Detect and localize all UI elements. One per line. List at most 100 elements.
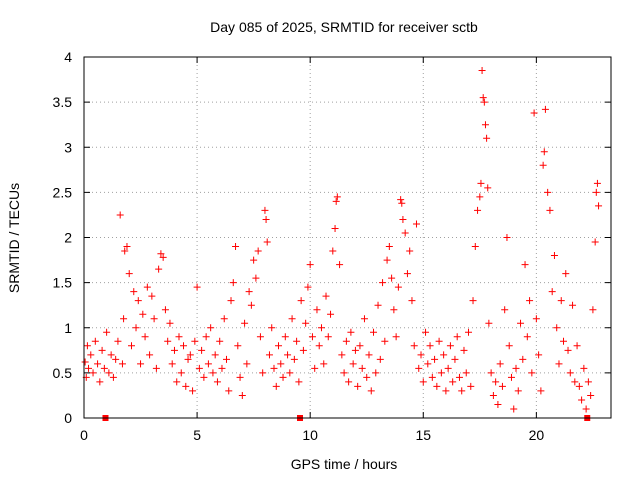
data-point <box>592 188 600 196</box>
data-point <box>320 360 328 368</box>
data-point <box>272 382 280 390</box>
data-point <box>139 310 147 318</box>
data-point <box>553 324 561 332</box>
data-point <box>279 373 287 381</box>
data-point <box>460 346 468 354</box>
x-tick-label: 20 <box>529 427 545 443</box>
data-point <box>560 337 568 345</box>
data-point <box>496 360 504 368</box>
data-point <box>481 121 489 129</box>
data-point <box>189 387 197 395</box>
data-point <box>388 274 396 282</box>
data-point <box>143 283 151 291</box>
data-point <box>209 369 217 377</box>
data-point <box>530 109 538 117</box>
data-point <box>408 297 416 305</box>
data-point <box>252 274 260 282</box>
data-point <box>148 292 156 300</box>
data-point <box>234 342 242 350</box>
data-point <box>238 391 246 399</box>
data-point <box>164 337 172 345</box>
data-point <box>125 270 133 278</box>
y-tick-label: 2 <box>64 230 72 246</box>
data-point <box>492 378 500 386</box>
data-point <box>315 342 323 350</box>
data-point <box>480 98 488 106</box>
data-point <box>170 346 178 354</box>
data-point <box>275 342 283 350</box>
data-point <box>539 161 547 169</box>
data-point <box>367 387 375 395</box>
data-point <box>232 243 240 251</box>
data-point <box>428 373 436 381</box>
data-point <box>540 148 548 156</box>
data-point <box>589 306 597 314</box>
data-point <box>372 369 380 377</box>
data-point <box>284 351 292 359</box>
data-point <box>376 355 384 363</box>
data-point <box>349 360 357 368</box>
data-point <box>195 364 203 372</box>
data-point <box>573 342 581 350</box>
data-point <box>218 364 226 372</box>
data-point <box>155 265 163 273</box>
data-point <box>317 324 325 332</box>
data-point <box>184 355 192 363</box>
data-point <box>286 369 294 377</box>
data-point <box>477 179 485 187</box>
y-tick-label: 2.5 <box>53 184 73 200</box>
data-point <box>120 315 128 323</box>
data-point <box>211 351 219 359</box>
data-point <box>137 360 145 368</box>
data-point <box>293 337 301 345</box>
data-point <box>523 333 531 341</box>
data-point <box>207 324 215 332</box>
data-point <box>220 315 228 323</box>
data-point <box>127 342 135 350</box>
data-point <box>202 333 210 341</box>
data-point <box>107 351 115 359</box>
data-point <box>431 355 439 363</box>
data-point <box>134 297 142 305</box>
data-point <box>342 337 350 345</box>
data-point <box>198 346 206 354</box>
data-point <box>526 297 534 305</box>
data-point <box>354 382 362 390</box>
data-point <box>311 364 319 372</box>
data-point <box>241 319 249 327</box>
data-point <box>299 346 307 354</box>
data-point <box>419 378 427 386</box>
data-point <box>541 105 549 113</box>
y-tick-label: 0 <box>64 410 72 426</box>
data-point <box>85 364 93 372</box>
data-point <box>89 369 97 377</box>
data-point <box>494 400 502 408</box>
data-point <box>433 382 441 390</box>
data-point <box>331 224 339 232</box>
data-point <box>225 387 233 395</box>
data-point <box>479 94 487 102</box>
data-point <box>422 328 430 336</box>
data-point <box>446 342 454 350</box>
data-point <box>451 355 459 363</box>
chart-title: Day 085 of 2025, SRMTID for receiver sct… <box>210 19 478 35</box>
data-point <box>161 306 169 314</box>
grid-layer <box>84 57 611 418</box>
data-point <box>243 360 251 368</box>
data-point <box>453 333 461 341</box>
data-point <box>528 369 536 377</box>
data-point <box>356 342 364 350</box>
data-point <box>94 360 102 368</box>
data-point <box>177 369 185 377</box>
data-point <box>157 250 165 258</box>
data-point <box>114 337 122 345</box>
x-tick-label: 15 <box>415 427 431 443</box>
data-point <box>535 351 543 359</box>
data-point <box>555 360 563 368</box>
x-tick-label: 5 <box>193 427 201 443</box>
data-point <box>256 333 264 341</box>
data-point <box>98 346 106 354</box>
data-point <box>295 378 303 386</box>
data-point <box>150 315 158 323</box>
